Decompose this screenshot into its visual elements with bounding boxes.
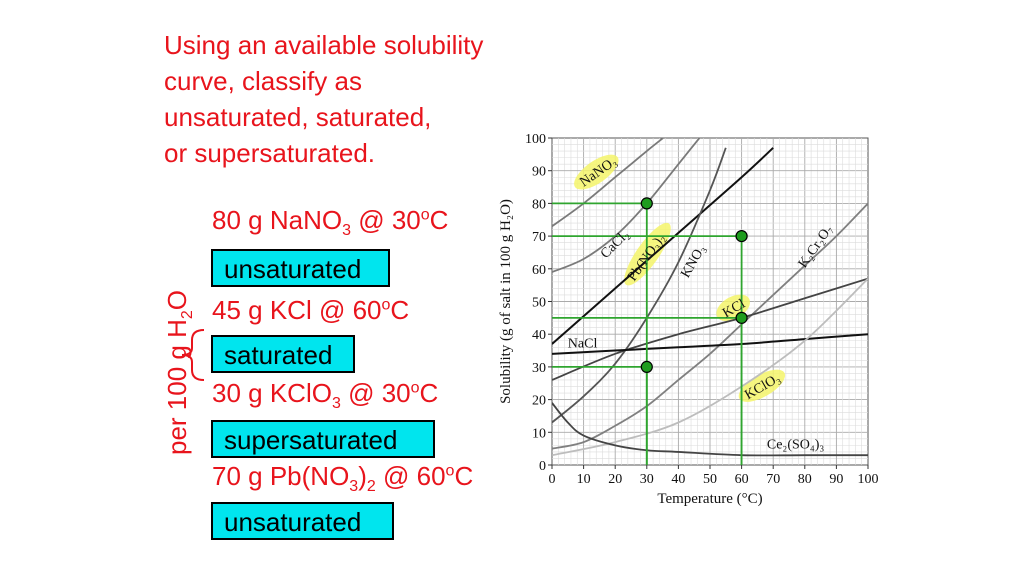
x-tick-label: 20 — [608, 472, 622, 487]
answer-3: supersaturated — [211, 420, 435, 458]
series-line — [552, 202, 868, 450]
y-axis-label: Solubility (g of salt in 100 g H₂O) — [498, 199, 514, 404]
y-tick-label: 20 — [532, 394, 546, 409]
series-line — [552, 333, 868, 355]
problem-3: 30 g KClO3 @ 30oC — [212, 378, 439, 413]
series-line — [552, 138, 665, 228]
instructions-line-1: Using an available solubility — [164, 30, 484, 60]
y-tick-label: 40 — [532, 328, 546, 343]
label-highlight — [738, 369, 786, 402]
x-tick-label: 100 — [858, 472, 879, 487]
chart-points — [640, 197, 748, 373]
answer-1: unsaturated — [211, 249, 390, 287]
data-point — [640, 360, 653, 373]
curve-label-text: NaCl — [568, 336, 598, 351]
series-line — [552, 147, 774, 345]
y-tick-label: 80 — [532, 197, 546, 212]
data-point — [735, 229, 748, 243]
y-tick-label: 0 — [539, 459, 546, 474]
answer-2: saturated — [211, 335, 355, 373]
x-tick-label: 50 — [703, 472, 717, 487]
x-tick-label: 60 — [735, 472, 749, 487]
x-tick-label: 90 — [829, 472, 843, 487]
label-highlight-shape — [738, 369, 786, 402]
label-highlight-shape — [574, 154, 619, 190]
y-tick-label: 10 — [532, 426, 546, 441]
y-tick-label: 30 — [532, 361, 546, 376]
chart-ticks: 0 10 20 30 40 50 60 70 80 90 100 0 10 20 30 40 50 60 70 80 9… — [525, 132, 879, 487]
label-highlight — [574, 154, 619, 190]
curly-brace-icon — [181, 329, 205, 381]
x-tick-label: 10 — [577, 472, 591, 487]
instructions-line-3: unsaturated, saturated, — [164, 102, 432, 132]
curve-label: NaCl — [568, 336, 598, 351]
curve-label-text: Ce₂(SO₄)₃ — [767, 438, 825, 453]
data-point — [640, 197, 653, 210]
answer-4: unsaturated — [211, 502, 394, 540]
chart-guide-lines — [552, 202, 743, 465]
y-tick-label: 50 — [532, 296, 546, 311]
problem-4: 70 g Pb(NO3)2 @ 60oC — [212, 461, 474, 496]
instructions: Using an available solubility curve, cla… — [164, 27, 564, 171]
y-tick-label: 60 — [532, 263, 546, 278]
problem-1: 80 g NaNO3 @ 30oC — [212, 205, 449, 240]
x-axis-label: Temperature (°C) — [657, 491, 762, 507]
x-tick-label: 40 — [671, 472, 685, 487]
y-tick-label: 70 — [532, 230, 546, 245]
instructions-line-2: curve, classify as — [164, 66, 362, 96]
y-tick-label: 90 — [532, 165, 546, 180]
instructions-line-4: or supersaturated. — [164, 138, 376, 168]
problem-2: 45 g KCl @ 60oC — [212, 295, 410, 325]
x-tick-label: 0 — [549, 472, 556, 487]
x-tick-label: 80 — [798, 472, 812, 487]
data-point — [735, 311, 748, 324]
x-tick-label: 70 — [766, 472, 780, 487]
series-line — [552, 277, 868, 381]
curve-label: Ce₂(SO₄)₃ — [767, 438, 825, 453]
y-tick-label: 100 — [525, 132, 546, 147]
x-tick-label: 30 — [640, 472, 654, 487]
